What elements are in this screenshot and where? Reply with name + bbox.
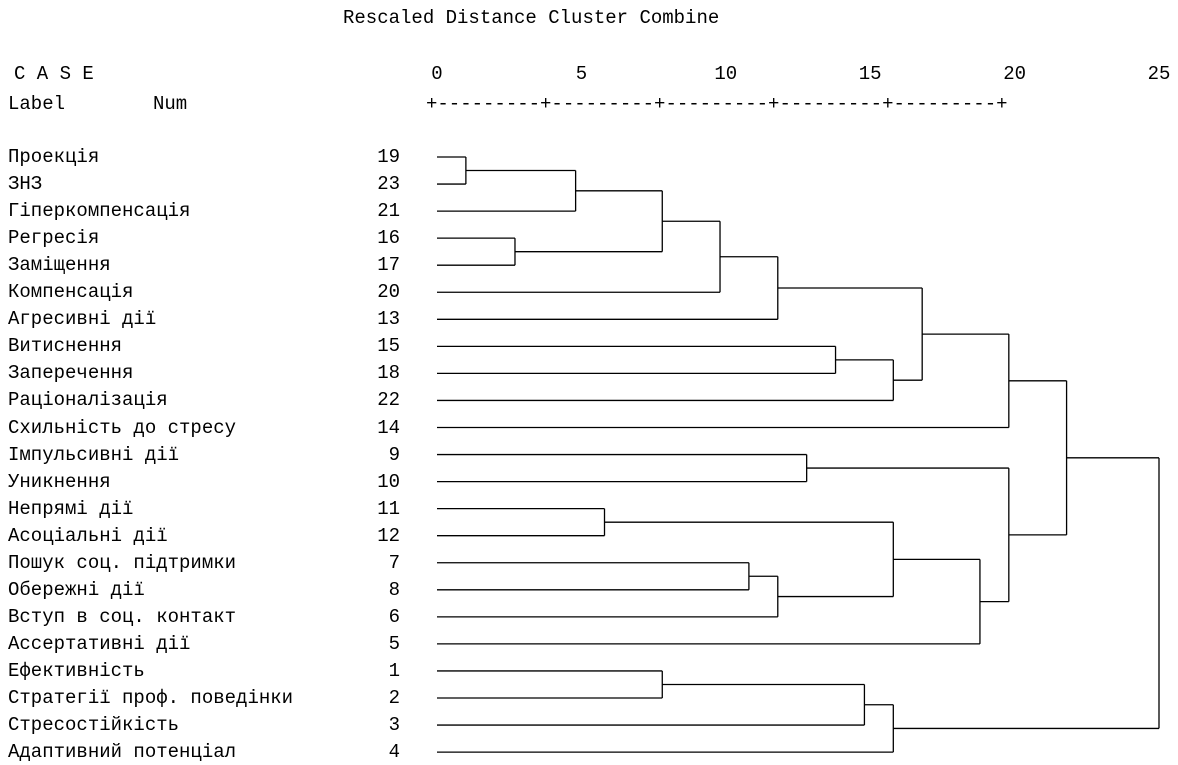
- case-number: 21: [377, 200, 400, 223]
- axis-tick-label: 5: [575, 63, 588, 85]
- case-number: 16: [377, 227, 400, 250]
- chart-title: Rescaled Distance Cluster Combine: [343, 7, 720, 29]
- case-label: Ассертативні дії: [8, 632, 191, 655]
- case-number: 13: [377, 308, 400, 331]
- case-label: Схильність до стресу: [8, 416, 237, 439]
- case-label: Ефективність: [8, 659, 145, 682]
- label-column-header: Label: [8, 93, 66, 115]
- case-label: Уникнення: [8, 470, 111, 493]
- case-label: ЗНЗ: [8, 173, 43, 196]
- case-number: 22: [377, 389, 400, 412]
- axis-tick-label: 25: [1147, 63, 1171, 85]
- case-label: Непрямі дії: [8, 497, 134, 520]
- case-number: 6: [388, 605, 400, 628]
- case-number: 5: [388, 632, 400, 655]
- axis-tick-label: 20: [1003, 63, 1026, 85]
- case-number: 9: [388, 443, 400, 466]
- case-number: 1: [388, 659, 400, 682]
- case-number: 10: [377, 470, 400, 493]
- case-number: 23: [377, 173, 400, 196]
- case-number: 15: [377, 335, 400, 358]
- case-label: Асоціальні дії: [8, 524, 168, 547]
- case-label: Раціоналізація: [8, 389, 168, 412]
- case-label: Компенсація: [8, 281, 134, 304]
- case-label: Агресивні дії: [8, 308, 157, 331]
- case-label: Гіперкомпенсація: [8, 200, 191, 223]
- case-number: 3: [388, 714, 400, 737]
- case-label: Витиснення: [8, 335, 123, 358]
- case-number: 8: [388, 578, 400, 601]
- case-label: Стратегії проф. поведінки: [8, 687, 294, 709]
- case-label: Стресостійкість: [8, 714, 180, 737]
- case-number: 19: [377, 146, 400, 168]
- case-label: Заперечення: [8, 362, 134, 385]
- case-label: Регресія: [8, 227, 100, 250]
- num-column-header: Num: [153, 93, 188, 115]
- case-number: 2: [388, 687, 400, 709]
- case-label: Адаптивний потенціал: [8, 741, 237, 764]
- case-number: 20: [377, 281, 400, 304]
- case-label: Імпульсивні дії: [8, 443, 180, 466]
- case-label: Пошук соц. підтримки: [8, 551, 237, 574]
- axis-tick-label: 10: [714, 63, 738, 85]
- case-number: 17: [377, 254, 400, 277]
- case-header: C A S E: [14, 63, 94, 85]
- case-number: 4: [388, 741, 400, 764]
- distance-axis-scale: +---------+---------+---------+---------…: [426, 93, 1008, 115]
- case-label: Вступ в соц. контакт: [8, 605, 237, 628]
- case-number: 11: [377, 497, 400, 520]
- case-number: 7: [388, 551, 400, 574]
- case-label: Заміщення: [8, 254, 111, 277]
- case-number: 14: [377, 416, 400, 439]
- axis-tick-label: 15: [858, 63, 882, 85]
- case-label: Обережні дії: [8, 578, 145, 601]
- case-number: 12: [377, 524, 400, 547]
- case-number: 18: [377, 362, 400, 385]
- axis-tick-label: 0: [431, 63, 443, 85]
- case-label: Проекція: [8, 146, 100, 168]
